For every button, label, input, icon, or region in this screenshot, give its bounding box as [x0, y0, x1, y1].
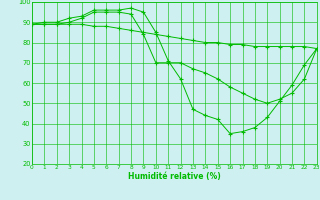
X-axis label: Humidité relative (%): Humidité relative (%): [128, 172, 221, 181]
